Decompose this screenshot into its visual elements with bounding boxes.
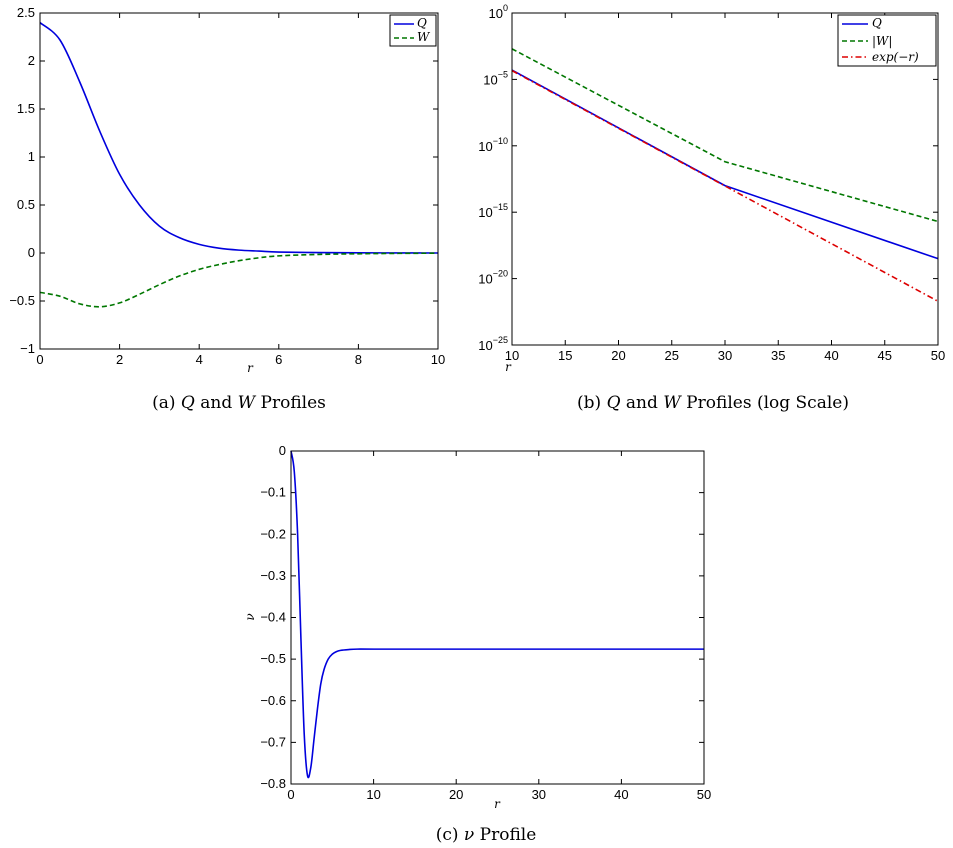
panel-c-xlabel: r [494,797,501,811]
y-tick-label: 1.5 [17,101,35,116]
y-tick-label: 100 [489,3,508,21]
caption-a: (a) Q and W Profiles [152,393,326,413]
y-tick-exp: −20 [493,269,508,279]
legend-label-w: W [417,30,431,44]
legend-label-q: Q [417,16,427,30]
x-tick-label: 15 [558,348,572,363]
x-tick-label: 40 [824,348,838,363]
y-tick-base: 10 [478,272,492,287]
panel-a-legend-box [389,14,437,47]
y-tick-label: −0.7 [260,734,286,749]
x-tick-label: 40 [614,787,628,802]
y-tick-base: 10 [478,139,492,154]
panel-b-plot: 10 15 20 25 30 35 40 45 5010−2510−2010−1510−1010… [478,3,945,363]
panel-c-ylabel: ν [243,613,257,620]
y-tick-label: 0.5 [17,197,35,212]
x-tick-label: 50 [931,348,945,363]
x-tick-label: 45 [878,348,892,363]
x-tick-label: 10 [505,348,519,363]
panel-a-xlabel: r [247,361,254,375]
panel-a-plot: 0 2 4 6 8 10 −1 −0.5 0 0.5 1 1.5 2 2.5 [9,5,445,367]
series-line-a-1 [39,252,439,308]
x-tick-label: 6 [275,352,282,367]
legend-label-q-log: Q [872,16,882,30]
series-line-b-1 [511,48,939,223]
x-tick-label: 20 [449,787,463,802]
x-tick-label: 0 [36,352,43,367]
y-tick-label: −0.6 [260,693,286,708]
y-tick-label: 0 [28,245,35,260]
panel-b: 10 15 20 25 30 35 40 45 5010−2510−2010−1510−1010… [478,3,945,374]
panel-b-legend: Q |W| exp(−r) [837,14,937,67]
y-tick-label: −1 [20,341,35,356]
y-tick-label: 10−15 [478,202,508,220]
y-tick-label: 10−20 [478,269,508,287]
series-line-b-0 [511,69,939,260]
y-tick-label: 1 [28,149,35,164]
y-tick-label: 0 [279,443,286,458]
legend-label-exp: exp(−r) [872,50,919,64]
x-tick-label: 10 [366,787,380,802]
y-tick-label: −0.1 [260,485,286,500]
caption-b: (b) Q and W Profiles (log Scale) [577,393,849,413]
y-tick-label: 2.5 [17,5,35,20]
panel-c-plot: 0 10 20 30 40 50 −0.8 −0.7 −0.6 −0.5 −0.4 −0.3 −0.2 −… [260,443,711,802]
x-tick-label: 2 [116,352,123,367]
panel-c: 0 10 20 30 40 50 −0.8 −0.7 −0.6 −0.5 −0.4 −0.3 −0.2 −… [243,443,711,811]
x-tick-label: 30 [718,348,732,363]
y-tick-base: 10 [478,338,492,353]
panel-b-xlabel: r [505,360,512,374]
y-tick-base: 10 [483,72,497,87]
x-tick-label: 8 [355,352,362,367]
y-tick-exp: 0 [503,3,508,13]
y-tick-base: 10 [478,205,492,220]
y-tick-label: −0.4 [260,610,286,625]
y-tick-label: −0.2 [260,526,286,541]
y-tick-label: −0.3 [260,568,286,583]
panel-a: 0 2 4 6 8 10 −1 −0.5 0 0.5 1 1.5 2 2.5 r Q W [9,5,445,375]
y-tick-label: −0.5 [260,651,286,666]
y-tick-exp: −15 [493,202,508,212]
legend-label-w-abs: |W| [872,34,892,48]
y-tick-base: 10 [489,6,503,21]
y-tick-label: 2 [28,53,35,68]
panel-b-frame [511,12,939,346]
panel-a-legend: Q W [389,14,437,47]
panel-a-frame [39,12,439,350]
x-tick-label: 35 [771,348,785,363]
x-tick-label: 30 [532,787,546,802]
y-tick-exp: −10 [493,136,508,146]
y-tick-label: 10−25 [478,335,508,353]
y-tick-label: −0.8 [260,776,286,791]
x-tick-label: 25 [665,348,679,363]
x-tick-label: 10 [431,352,445,367]
x-tick-label: 4 [196,352,203,367]
x-tick-label: 0 [287,787,294,802]
y-tick-label: 10−5 [483,69,508,87]
caption-c: (c) ν Profile [436,825,537,845]
series-line-c-0 [290,450,704,779]
series-line-a-0 [39,21,439,254]
y-tick-label: 10−10 [478,136,508,154]
y-tick-exp: −25 [493,335,508,345]
y-tick-exp: −5 [498,69,508,79]
x-tick-label: 20 [611,348,625,363]
y-tick-label: −0.5 [9,293,35,308]
x-tick-label: 50 [697,787,711,802]
panel-c-frame [290,450,705,785]
